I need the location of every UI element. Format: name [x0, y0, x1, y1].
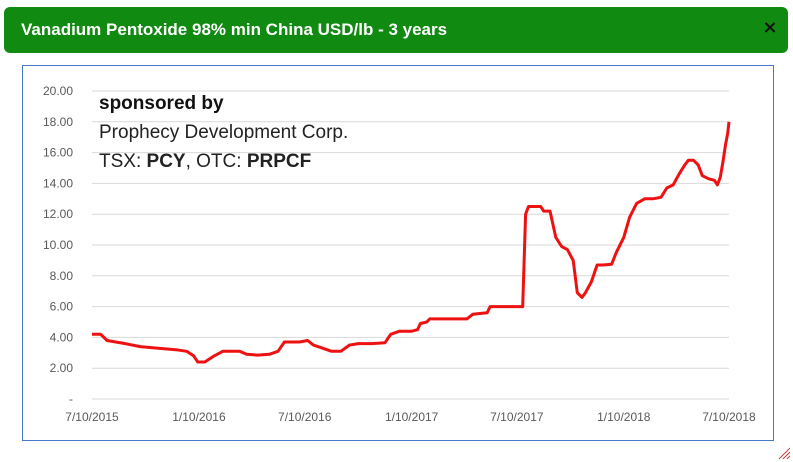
resize-grip-icon[interactable]: [777, 446, 791, 460]
y-tick-label: -: [69, 392, 73, 406]
x-tick-label: 1/10/2016: [172, 410, 226, 424]
y-tick-label: 20.00: [43, 84, 73, 98]
x-axis-tick-labels: 7/10/2015 1/10/2016 7/10/2016 1/10/2017 7/10…: [65, 410, 756, 424]
sponsor-tsx-ticker: PCY: [147, 151, 186, 172]
y-tick-label: 10.00: [43, 238, 73, 252]
sponsor-tsx-label: TSX:: [99, 151, 147, 172]
y-tick-label: 4.00: [50, 330, 74, 344]
gridlines: [92, 90, 729, 400]
x-tick-label: 7/10/2015: [65, 410, 119, 424]
y-axis-tick-labels: - 2.00 4.00 6.00 8.00 10.00 12.00 14.00 16.00 18.…: [43, 84, 73, 406]
chart-panel: - 2.00 4.00 6.00 8.00 10.00 12.00 14.00 16.00 18.…: [22, 65, 774, 441]
sponsor-heading: sponsored by: [99, 93, 224, 114]
sponsor-tickers: TSX: PCY, OTC: PRPCF: [99, 151, 311, 172]
y-tick-label: 16.00: [43, 146, 73, 160]
y-tick-label: 6.00: [50, 300, 74, 314]
price-chart: - 2.00 4.00 6.00 8.00 10.00 12.00 14.00 16.00 18.…: [43, 84, 756, 424]
window-header: Vanadium Pentoxide 98% min China USD/lb …: [4, 7, 788, 53]
y-tick-label: 14.00: [43, 176, 73, 190]
x-tick-label: 7/10/2018: [702, 410, 756, 424]
sponsor-box: sponsored by Prophecy Development Corp. …: [99, 93, 348, 172]
y-tick-label: 8.00: [50, 269, 74, 283]
price-series-line: [92, 121, 731, 364]
window-title: Vanadium Pentoxide 98% min China USD/lb …: [21, 20, 448, 39]
x-tick-label: 1/10/2018: [597, 410, 651, 424]
x-tick-label: 7/10/2016: [278, 410, 332, 424]
y-tick-label: 2.00: [50, 361, 74, 375]
y-tick-label: 12.00: [43, 207, 73, 221]
sponsor-otc-ticker: PRPCF: [247, 151, 311, 172]
sponsor-company: Prophecy Development Corp.: [99, 122, 348, 143]
y-tick-label: 18.00: [43, 115, 73, 129]
x-tick-label: 7/10/2017: [490, 410, 544, 424]
x-tick-label: 1/10/2017: [385, 410, 439, 424]
close-icon[interactable]: ×: [762, 17, 778, 38]
sponsor-otc-label: , OTC:: [186, 151, 247, 172]
